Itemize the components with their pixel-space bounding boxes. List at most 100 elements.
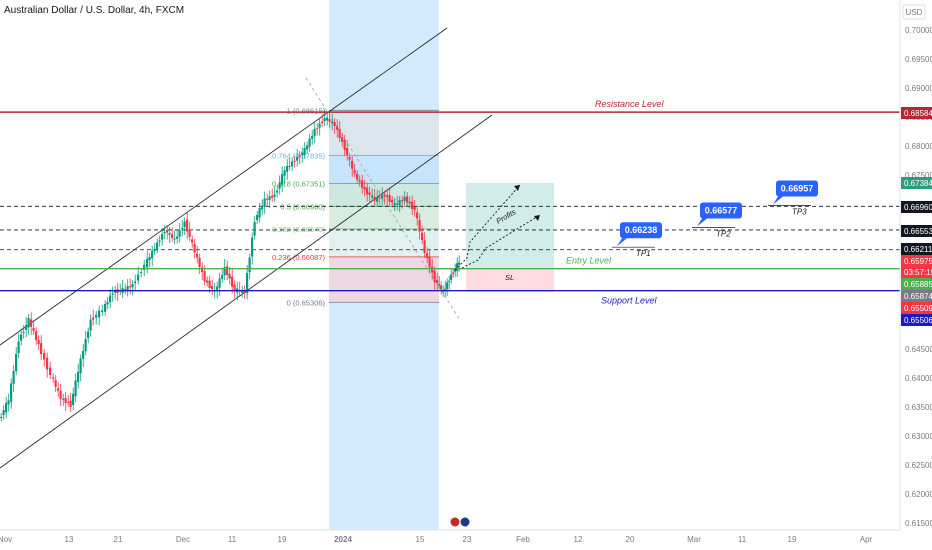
candle-body <box>54 380 57 387</box>
x-tick-label: Mar <box>687 535 701 544</box>
candle-body <box>131 284 134 288</box>
x-tick-label: Nov <box>0 535 12 544</box>
projection-path-2 <box>461 214 541 269</box>
candle-body <box>444 288 447 291</box>
projection-path-1 <box>454 184 521 271</box>
candle-body <box>188 229 191 237</box>
candle-body <box>351 160 354 169</box>
candle-body <box>181 228 184 230</box>
fib-zone-2 <box>329 156 439 183</box>
candle-body <box>129 286 132 288</box>
candle-body <box>211 286 214 289</box>
price-badge-label: 0.65874 <box>904 292 932 301</box>
candle-body <box>72 393 75 405</box>
candle-body <box>2 410 5 415</box>
candle-body <box>191 239 194 243</box>
channel-upper-line <box>0 27 448 346</box>
candle-body <box>89 319 92 331</box>
candle-body <box>30 319 33 327</box>
candle-body <box>411 201 414 209</box>
candle-body <box>203 271 206 282</box>
candle-body <box>32 328 35 331</box>
candle-body <box>343 139 346 150</box>
candle-body <box>316 128 319 130</box>
candle-body <box>273 194 276 197</box>
y-tick-label: 0.63000 <box>905 432 932 441</box>
candle-body <box>256 215 259 220</box>
candle-body <box>458 262 461 265</box>
candle-body <box>153 249 156 252</box>
candle-body <box>37 339 40 344</box>
tp-badge-value: 0.66238 <box>625 225 658 235</box>
fib-zone-4 <box>329 207 439 230</box>
candle-body <box>450 274 453 280</box>
candle-body <box>216 286 219 292</box>
candle-body <box>358 179 361 182</box>
candle-body <box>416 212 419 219</box>
x-tick-label: 12 <box>574 535 583 544</box>
x-tick-label: 13 <box>65 535 74 544</box>
candle-body <box>111 293 114 295</box>
candle-body <box>393 203 396 205</box>
currency-box[interactable] <box>902 4 926 20</box>
candle-body <box>82 351 85 359</box>
candle-body <box>366 187 369 195</box>
candle-body <box>401 200 404 202</box>
candle-body <box>163 232 166 233</box>
candle-body <box>418 219 421 232</box>
candle-body <box>5 403 8 413</box>
candle-body <box>268 196 271 200</box>
candle-body <box>178 230 181 237</box>
candle-body <box>452 272 455 274</box>
x-tick-label: 20 <box>626 535 635 544</box>
y-tick-label: 0.64000 <box>905 374 932 383</box>
candle-body <box>67 402 70 404</box>
candle-body <box>101 310 104 312</box>
target-lines <box>0 205 900 251</box>
candle-body <box>134 281 137 284</box>
resistance-level-label: Resistance Level <box>595 99 665 109</box>
price-badge-label: 0.66553 <box>904 227 932 236</box>
economic-events[interactable] <box>449 516 471 528</box>
tp-badge <box>776 180 818 197</box>
au-flag-icon[interactable] <box>459 516 471 528</box>
candle-body <box>40 343 43 354</box>
x-tick-label: 11 <box>228 535 237 544</box>
candle-body <box>313 129 316 137</box>
candle-body <box>333 122 336 126</box>
stop-loss-zone <box>466 270 554 292</box>
candle-body <box>198 257 201 267</box>
fib-level-label: 0.236 (0.66087) <box>272 253 325 262</box>
candle-body <box>208 280 211 288</box>
candle-body <box>391 200 394 203</box>
candle-body <box>126 286 129 291</box>
candle-body <box>0 417 3 418</box>
price-badge-label: 0.65975 <box>904 257 932 266</box>
candle-body <box>233 284 236 290</box>
candle-body <box>228 274 231 279</box>
candlesticks <box>0 110 461 422</box>
candle-body <box>104 304 107 312</box>
candle-body <box>201 267 204 272</box>
us-flag-icon[interactable] <box>449 516 461 528</box>
time-axis: Nov 13 21 Dec 11 19 2024 15 23 Feb 12 20 Mar 11 19 Apr <box>0 529 900 544</box>
candle-body <box>15 354 18 372</box>
candle-body <box>433 270 436 282</box>
candle-body <box>59 391 62 399</box>
candle-body <box>221 275 224 279</box>
candle-body <box>408 201 411 204</box>
candle-body <box>7 400 10 405</box>
price-badge <box>901 201 932 213</box>
candle-body <box>196 253 199 258</box>
sl-label: SL <box>505 273 514 282</box>
candle-body <box>371 195 374 198</box>
x-tick-label: Feb <box>516 535 530 544</box>
x-tick-label: 21 <box>114 535 123 544</box>
fib-zone-6 <box>329 258 439 303</box>
candle-body <box>361 180 364 188</box>
candle-body <box>206 280 209 283</box>
candle-body <box>381 195 384 199</box>
candle-body <box>74 380 77 397</box>
candle-body <box>398 200 401 206</box>
price-badge-label: 0.66960 <box>904 203 932 212</box>
